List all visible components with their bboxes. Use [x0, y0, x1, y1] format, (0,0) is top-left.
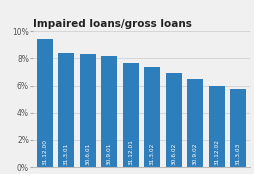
Bar — [208, 86, 224, 167]
Bar — [37, 39, 53, 167]
Text: 31.3.03: 31.3.03 — [235, 143, 240, 165]
Text: 30.6.02: 30.6.02 — [170, 143, 176, 165]
Bar — [80, 54, 96, 167]
Text: 30.9.02: 30.9.02 — [192, 143, 197, 165]
Text: 31.3.01: 31.3.01 — [64, 143, 69, 165]
Bar — [144, 67, 160, 167]
Text: 30.9.01: 30.9.01 — [106, 143, 112, 165]
Bar — [186, 79, 202, 167]
Text: 30.6.01: 30.6.01 — [85, 143, 90, 165]
Text: 31.12.01: 31.12.01 — [128, 140, 133, 165]
Text: 31.12.00: 31.12.00 — [42, 139, 47, 165]
Bar — [229, 89, 245, 167]
Text: Impaired loans/gross loans: Impaired loans/gross loans — [33, 19, 191, 29]
Text: 31.3.02: 31.3.02 — [149, 143, 154, 165]
Text: 31.12.02: 31.12.02 — [213, 139, 218, 165]
Bar — [122, 62, 138, 167]
Bar — [101, 56, 117, 167]
Bar — [165, 73, 181, 167]
Bar — [58, 53, 74, 167]
